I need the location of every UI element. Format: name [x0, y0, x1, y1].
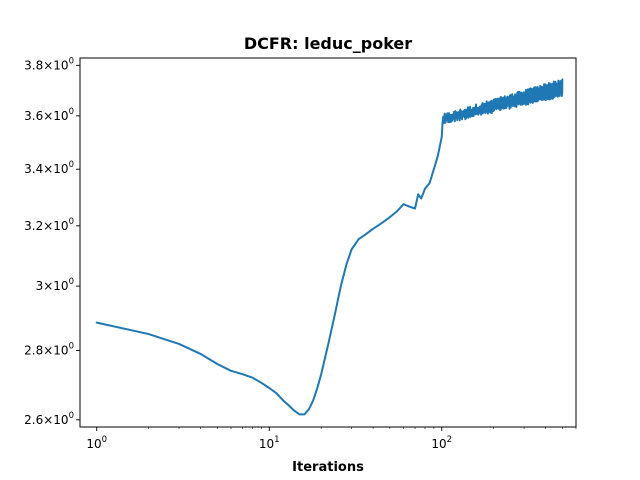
chart-title: DCFR: leduc_poker [244, 34, 412, 53]
y-tick-label: 3×100 [36, 277, 74, 293]
y-tick-label: 2.6×100 [24, 411, 74, 427]
series-line [95, 78, 564, 416]
x-axis-label: Iterations [292, 460, 364, 475]
y-tick-label: 3.4×100 [24, 160, 74, 176]
y-axis: 2.6×100 2.8×100 3×100 3.2×100 3.4×100 3.6×100… [24, 56, 80, 427]
y-tick-label: 3.8×100 [24, 56, 74, 72]
plot-area [79, 57, 577, 428]
y-tick-label: 3.2×100 [24, 217, 74, 233]
x-tick-label: 101 [259, 435, 280, 451]
y-tick-label: 3.6×100 [24, 107, 74, 123]
x-tick-label: 100 [86, 435, 107, 451]
x-tick-label: 102 [431, 435, 452, 451]
x-axis: 100 101 102 [86, 427, 577, 451]
axes-frame [79, 57, 577, 428]
y-tick-label: 2.8×100 [24, 342, 74, 358]
